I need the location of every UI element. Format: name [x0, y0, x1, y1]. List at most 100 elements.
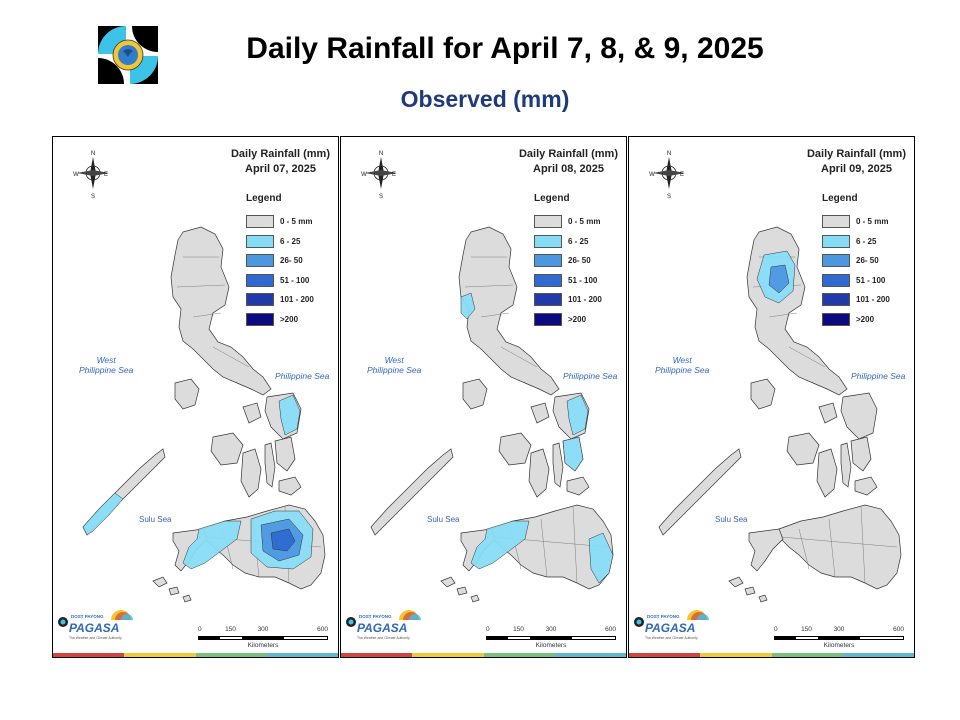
- legend-swatch: [822, 293, 850, 307]
- rain-area-samar-east: [278, 394, 301, 436]
- color-strip-segment: [554, 653, 626, 657]
- scale-tick-label: 600: [317, 626, 328, 633]
- rain-area-luzon-cordillera-core: [768, 264, 790, 294]
- scale-segment: [572, 637, 615, 639]
- scale-tick-label: 0: [774, 626, 778, 633]
- legend-label: 0 - 5 mm: [856, 217, 889, 227]
- pagasa-brand: DOST PAYONG PAGASA The Weather and Climate…: [343, 610, 427, 651]
- scale-segment: [775, 637, 797, 639]
- scale-segment: [860, 637, 903, 639]
- province-boundary: [212, 346, 250, 368]
- brand-tagline: The Weather and Climate Authority: [69, 636, 122, 640]
- rain-area-mindanao-west: [182, 520, 242, 570]
- compass-label-w: W: [649, 172, 655, 178]
- map-title: Daily Rainfall (mm) April 08, 2025: [519, 147, 618, 177]
- map-title-line1: Daily Rainfall (mm): [806, 148, 906, 160]
- legend-swatch: [534, 293, 562, 307]
- legend-label: >200: [856, 314, 875, 324]
- legend-item: 0 - 5 mm: [534, 212, 624, 232]
- color-strip-segment: [195, 653, 267, 657]
- legend-label: 26- 50: [280, 256, 303, 266]
- island-leyte: [850, 436, 872, 472]
- legend-label: 0 - 5 mm: [568, 217, 601, 227]
- rain-area-palawan-south: [82, 492, 124, 536]
- legend-item: 51 - 100: [822, 271, 912, 291]
- province-boundary: [540, 518, 548, 578]
- legend-swatch: [246, 273, 274, 287]
- compass-label-e: E: [392, 172, 396, 178]
- sea-label-line: Philippine Sea: [655, 365, 710, 375]
- compass-label-e: E: [104, 172, 108, 178]
- sea-label-line: West: [384, 355, 404, 365]
- sea-label-line: West: [96, 355, 116, 365]
- island-masbate: [530, 402, 550, 424]
- legend-item: 0 - 5 mm: [822, 212, 912, 232]
- scale-unit: Kilometers: [535, 642, 567, 649]
- map-date: April 09, 2025: [821, 163, 892, 175]
- brand-top-text: DOST PAYONG: [647, 614, 680, 619]
- scale-tick-label: 150: [225, 626, 236, 633]
- color-strip-segment: [629, 653, 701, 657]
- legend-title: Legend: [534, 193, 570, 204]
- island-sulu: [152, 576, 192, 603]
- legend-item: 51 - 100: [534, 271, 624, 291]
- map-title-line1: Daily Rainfall (mm): [518, 148, 618, 160]
- province-boundary: [780, 536, 898, 548]
- island-mindoro: [750, 378, 776, 410]
- scale-unit: Kilometers: [247, 642, 279, 649]
- legend-swatch: [246, 215, 274, 229]
- legend-label: 6 - 25: [280, 236, 301, 246]
- color-strip-segment: [842, 653, 914, 657]
- province-boundary: [176, 284, 226, 288]
- legend-swatch: [822, 273, 850, 287]
- legend-label: 51 - 100: [280, 275, 310, 285]
- scale-tick-label: 300: [833, 626, 845, 633]
- legend-item: 6 - 25: [246, 232, 336, 252]
- color-strip-segment: [412, 653, 484, 657]
- island-negros: [816, 448, 838, 498]
- map-title: Daily Rainfall (mm) April 09, 2025: [807, 147, 906, 177]
- island-sulu: [440, 576, 480, 603]
- scale-segment: [284, 637, 327, 639]
- sea-label-west-philippine-sea: West Philippine Sea: [79, 355, 133, 375]
- island-luzon: [170, 226, 272, 396]
- scale-bar-graphic: [198, 636, 328, 640]
- color-strip-segment: [53, 653, 125, 657]
- legend-swatch: [246, 254, 274, 268]
- sea-label-line: West: [672, 355, 692, 365]
- legend-label: 6 - 25: [568, 236, 589, 246]
- province-boundary: [860, 506, 866, 584]
- legend-label: 26- 50: [856, 256, 879, 266]
- legend-swatch: [822, 234, 850, 248]
- scale-tick-label: 150: [801, 626, 812, 633]
- legend-swatch: [246, 234, 274, 248]
- compass-rose-icon: N S E W: [73, 151, 109, 200]
- philippines-map: N S E W: [73, 151, 326, 603]
- compass-label-s: S: [667, 194, 671, 200]
- island-panay: [498, 432, 532, 466]
- sea-label-sulu-sea: Sulu Sea: [139, 515, 172, 524]
- color-strip-segment: [124, 653, 196, 657]
- island-sulu: [728, 576, 768, 603]
- legend-item: 101 - 200: [246, 290, 336, 310]
- island-palawan: [658, 448, 742, 536]
- rainfall-map-panel-apr07: N S E W Daily Rainfall (mm) April 07, 2025 Leg…: [52, 136, 339, 658]
- legend: Legend 0 - 5 mm 6 - 25 26- 50 51 - 100 101 - …: [246, 193, 336, 329]
- compass-rose-icon: N S E W: [649, 151, 685, 200]
- legend: Legend 0 - 5 mm 6 - 25 26- 50 51 - 100 101 - …: [822, 193, 912, 329]
- scale-bar: 0 150 300 600 Kilometers: [198, 626, 328, 649]
- legend-item: 26- 50: [246, 251, 336, 271]
- island-cebu: [264, 442, 276, 488]
- scale-tick-label: 0: [486, 626, 490, 633]
- color-strip-segment: [266, 653, 338, 657]
- brand-tagline: The Weather and Climate Authority: [357, 636, 410, 640]
- pagasa-brand: DOST PAYONG PAGASA The Weather and Climate…: [55, 610, 139, 651]
- legend-swatch: [534, 254, 562, 268]
- map-title-line1: Daily Rainfall (mm): [230, 148, 330, 160]
- legend-item: 0 - 5 mm: [246, 212, 336, 232]
- island-masbate: [242, 402, 262, 424]
- legend-swatch: [822, 215, 850, 229]
- sea-label-sulu-sea: Sulu Sea: [715, 515, 748, 524]
